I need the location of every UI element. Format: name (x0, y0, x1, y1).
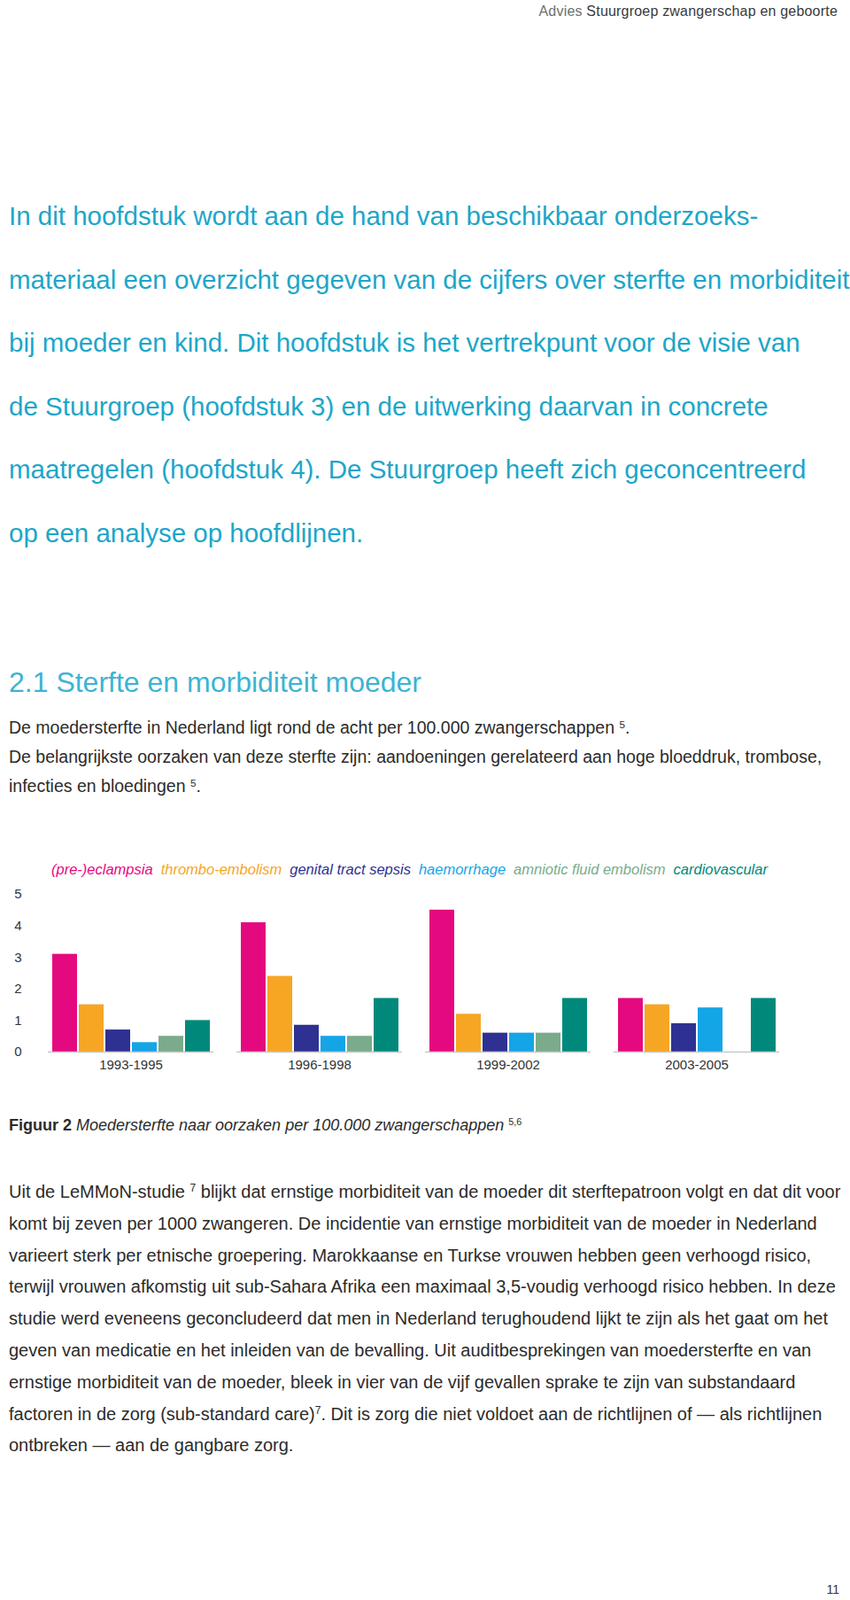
html-text:thrombo-embolism: thrombo-embolism (160, 860, 282, 877)
svg-text:1993-1995: 1993-1995 (99, 1056, 163, 1072)
html-text:de Stuurgroep (hoofdstuk 3) en: de Stuurgroep (hoofdstuk 3) en de uitwer… (8, 390, 769, 421)
html-text:Advies Stuurgroep zwangerschap: Advies Stuurgroep zwangerschap en geboor… (538, 3, 838, 19)
html-text:2.1 Sterfte en morbiditeit moe: 2.1 Sterfte en morbiditeit moeder (8, 665, 422, 698)
svg-text:0: 0 (14, 1043, 22, 1059)
html-text:genital tract sepsis: genital tract sepsis (289, 860, 411, 877)
html-text:bij moeder en kind. Dit hoofds: bij moeder en kind. Dit hoofdstuk is het… (8, 327, 801, 357)
html-text:Uit de LeMMoN-studie7blijkt da: Uit de LeMMoN-studie7blijkt dat ernstige… (8, 1181, 841, 1455)
svg-text:1996-1998: 1996-1998 (287, 1056, 352, 1072)
svg-text:4: 4 (14, 917, 22, 933)
html-text:materiaal een overzicht gegeve: materiaal een overzicht gegeven van de c… (8, 264, 850, 294)
html-text:maatregelen (hoofdstuk 4). De: maatregelen (hoofdstuk 4). De Stuurgroep… (8, 454, 806, 484)
svg-text:2: 2 (14, 980, 22, 996)
svg-text:5: 5 (14, 885, 22, 901)
html-text:amniotic fluid embolism: amniotic fluid embolism (513, 860, 666, 877)
svg-text:2003-2005: 2003-2005 (664, 1056, 729, 1072)
svg-text:3: 3 (14, 949, 22, 965)
html-text:In dit hoofdstuk wordt aan de: In dit hoofdstuk wordt aan de hand van b… (8, 200, 759, 231)
html-text:Figuur 2 Moedersterfte naar oo: Figuur 2 Moedersterfte naar oorzaken per… (8, 1115, 522, 1134)
html-text:11: 11 (826, 1581, 840, 1596)
html-text:De belangrijkste oorzaken van: De belangrijkste oorzaken van deze sterf… (8, 746, 822, 796)
html-text:haemorrhage: haemorrhage (418, 860, 506, 877)
svg-text:1: 1 (14, 1012, 22, 1028)
html-text:cardiovascular: cardiovascular (673, 860, 768, 877)
html-text:op een analyse op hoofdlijnen.: op een analyse op hoofdlijnen. (8, 517, 364, 547)
svg-text:1999-2002: 1999-2002 (476, 1056, 541, 1072)
html-text:De moedersterfte in Nederland: De moedersterfte in Nederland ligt rond … (8, 717, 630, 737)
html-text:(pre-)eclampsia: (pre-)eclampsia (51, 860, 153, 877)
